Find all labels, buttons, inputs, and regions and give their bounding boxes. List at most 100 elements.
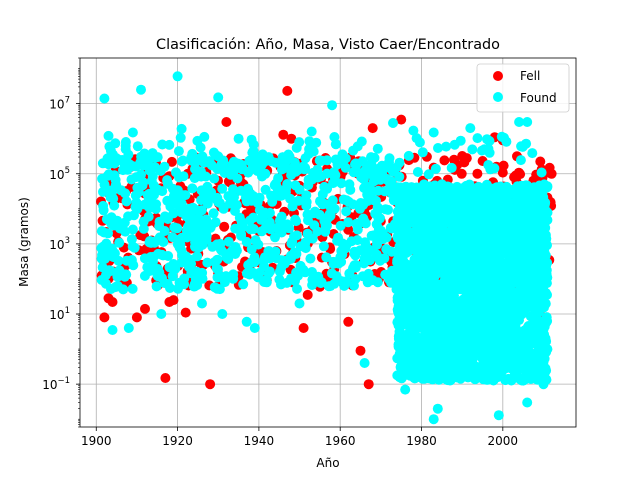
found-point	[328, 178, 339, 189]
found-point	[127, 224, 138, 235]
found-point	[452, 274, 463, 285]
found-point	[318, 241, 329, 252]
found-point	[190, 158, 201, 168]
found-point	[184, 262, 194, 272]
found-point	[107, 325, 118, 335]
found-point	[350, 250, 361, 261]
found-point	[276, 279, 286, 290]
found-point	[156, 309, 167, 319]
found-point	[423, 275, 434, 286]
found-point	[249, 323, 260, 333]
found-point	[367, 275, 378, 286]
fell-point	[286, 133, 297, 144]
found-point	[197, 220, 208, 231]
found-point	[489, 319, 500, 330]
found-point	[236, 159, 247, 170]
found-point	[483, 211, 494, 221]
found-point	[410, 197, 421, 208]
found-point	[98, 241, 109, 252]
found-point	[501, 271, 512, 282]
found-point	[176, 123, 187, 134]
found-point	[197, 273, 208, 284]
found-point	[160, 211, 170, 222]
found-point	[259, 277, 270, 287]
found-point	[493, 277, 504, 288]
found-point	[290, 180, 301, 191]
found-point	[154, 232, 165, 243]
found-point	[435, 204, 446, 215]
found-point	[539, 260, 550, 271]
found-point	[364, 255, 375, 266]
found-point	[197, 298, 207, 309]
found-point	[341, 276, 352, 287]
found-point	[537, 218, 548, 229]
found-point	[430, 289, 441, 300]
found-point	[172, 71, 183, 82]
found-point	[442, 181, 453, 192]
x-tick-label: 1900	[81, 434, 112, 448]
found-point	[162, 195, 173, 206]
found-point	[388, 118, 398, 128]
found-point	[241, 268, 252, 279]
found-point	[302, 209, 313, 220]
found-point	[530, 357, 540, 368]
fell-point	[219, 221, 230, 232]
found-point	[108, 252, 119, 263]
found-point	[272, 187, 283, 198]
y-tick-label: 101	[49, 306, 70, 322]
found-point	[435, 334, 446, 344]
y-tick-label: 10−1	[42, 376, 70, 392]
found-point	[233, 133, 244, 144]
y-tick-base: 10	[49, 168, 64, 182]
found-point	[432, 231, 443, 242]
found-point	[515, 204, 526, 215]
found-point	[123, 323, 134, 333]
found-point	[408, 125, 419, 136]
found-point	[393, 308, 404, 319]
fell-point	[168, 295, 179, 306]
found-point	[359, 183, 370, 193]
found-point	[513, 260, 524, 271]
fell-point	[546, 168, 557, 179]
found-point	[494, 216, 505, 227]
found-point	[414, 184, 425, 195]
found-point	[533, 348, 544, 359]
found-point	[272, 222, 282, 233]
found-point	[539, 207, 550, 218]
found-point	[464, 310, 475, 320]
found-point	[132, 141, 143, 152]
found-point	[323, 281, 334, 292]
y-tick-base: 10	[42, 378, 57, 392]
found-point	[521, 360, 532, 371]
found-point	[264, 253, 275, 264]
found-point	[482, 290, 493, 301]
fell-point	[298, 323, 309, 333]
found-point	[172, 189, 183, 200]
found-point	[107, 243, 117, 254]
found-point	[238, 222, 248, 232]
found-point	[231, 200, 242, 210]
found-point	[482, 374, 493, 385]
found-point	[350, 262, 361, 273]
found-point	[409, 371, 419, 382]
found-point	[178, 155, 188, 166]
found-point	[422, 263, 433, 274]
fell-point	[205, 379, 216, 390]
found-point	[504, 344, 515, 355]
found-point	[282, 179, 293, 189]
found-point	[536, 167, 547, 178]
found-point	[539, 368, 550, 379]
found-point	[181, 211, 192, 222]
found-point	[476, 339, 487, 349]
found-point	[327, 100, 338, 111]
fell-point	[535, 156, 546, 167]
found-point	[419, 373, 430, 384]
fell-point	[367, 123, 378, 134]
found-point	[433, 143, 443, 153]
found-point	[312, 164, 323, 175]
found-point	[359, 216, 370, 227]
found-point	[509, 238, 520, 249]
found-point	[121, 255, 132, 266]
found-point	[366, 159, 377, 170]
